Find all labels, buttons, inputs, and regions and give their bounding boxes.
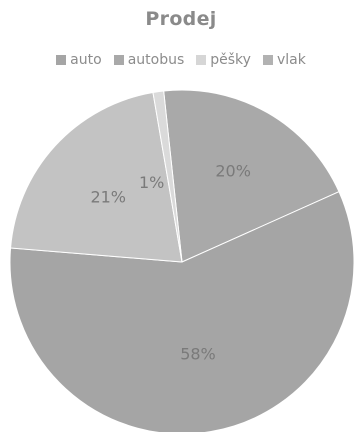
legend-label-pesky: pěšky xyxy=(210,52,251,68)
pie-labels: 20% 58% 21% 1% xyxy=(90,161,250,363)
pie-slice-pesky xyxy=(152,90,183,263)
legend-item-pesky: pěšky xyxy=(196,52,251,68)
chart-legend: auto autobus pěšky vlak xyxy=(0,52,362,68)
pie-slice-autobus xyxy=(10,91,183,263)
legend-item-autobus: autobus xyxy=(113,52,185,68)
legend-label-autobus: autobus xyxy=(127,52,185,68)
pie-label-auto: 58% xyxy=(180,345,216,364)
chart-title: Prodej xyxy=(145,8,217,30)
pie-slices xyxy=(9,89,355,432)
legend-label-vlak: vlak xyxy=(276,52,306,68)
legend-swatch-autobus xyxy=(113,55,124,65)
pie-label-pesky: 1% xyxy=(139,173,164,192)
legend-item-auto: auto xyxy=(56,52,102,68)
legend-swatch-vlak xyxy=(262,55,273,65)
legend-item-vlak: vlak xyxy=(262,52,306,68)
pie-slice-vlak xyxy=(163,89,340,263)
pie-label-vlak: 20% xyxy=(215,161,251,180)
legend-swatch-auto xyxy=(56,55,67,65)
legend-swatch-pesky xyxy=(196,55,207,65)
pie-label-autobus: 21% xyxy=(90,188,126,207)
legend-label-auto: auto xyxy=(70,52,102,68)
